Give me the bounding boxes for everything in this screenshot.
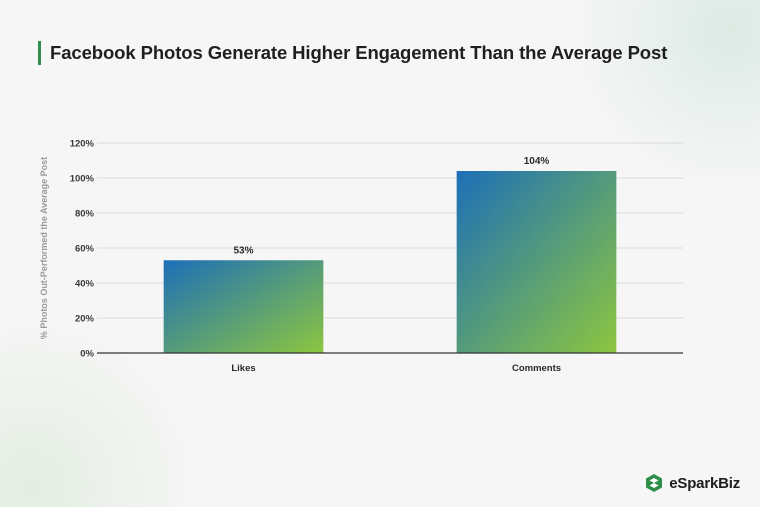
y-tick-label: 20% (75, 314, 95, 325)
bar-comments (456, 171, 617, 353)
y-tick-label: 80% (75, 209, 95, 220)
bar-likes (163, 260, 324, 353)
data-label-comments: 104% (524, 156, 550, 167)
brand-name: eSparkBiz (669, 474, 740, 492)
y-tick-label: 0% (80, 349, 94, 360)
category-label-likes: Likes (231, 363, 255, 374)
y-axis-tick-labels: 0% 20% 40% 60% 80% 100% 120% (70, 139, 95, 360)
brand-logo: eSparkBiz (644, 473, 740, 493)
chart-title: Facebook Photos Generate Higher Engageme… (50, 42, 668, 63)
y-axis-title: % Photos Out-Performed the Average Post (39, 157, 49, 339)
esparkbiz-logo-icon (646, 474, 663, 492)
y-tick-label: 40% (75, 279, 95, 290)
chart-title-block: Facebook Photos Generate Higher Engageme… (38, 40, 667, 66)
data-labels: 53% 104% (233, 156, 549, 256)
data-label-likes: 53% (233, 245, 253, 256)
y-tick-label: 100% (70, 174, 95, 185)
y-tick-label: 120% (70, 139, 95, 150)
bars (163, 171, 617, 353)
category-label-comments: Comments (512, 363, 561, 374)
title-accent-bar (38, 41, 41, 65)
y-tick-label: 60% (75, 244, 95, 255)
x-axis-category-labels: Likes Comments (231, 363, 561, 374)
